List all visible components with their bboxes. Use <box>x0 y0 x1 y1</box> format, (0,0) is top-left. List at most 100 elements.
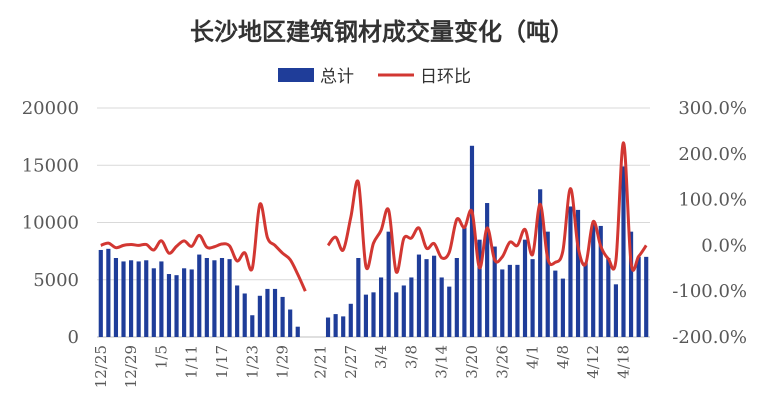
bar <box>288 309 293 337</box>
y-left-tick-label: 10000 <box>22 213 79 234</box>
legend: 总计 日环比 <box>278 67 471 87</box>
bar <box>575 209 581 337</box>
bar <box>325 317 331 337</box>
legend-bar-label: 总计 <box>320 67 354 87</box>
bar <box>378 277 384 337</box>
bar <box>530 259 535 337</box>
y-right-tick-label: -200.0% <box>672 327 747 348</box>
bar <box>151 268 156 337</box>
bar <box>121 261 126 337</box>
x-tick-label: 1/17 <box>213 345 231 379</box>
bar <box>182 268 187 337</box>
bar <box>560 278 565 337</box>
bar <box>545 231 550 337</box>
bar <box>409 277 414 337</box>
bar <box>568 206 573 337</box>
bar <box>98 249 103 337</box>
bar <box>424 259 429 337</box>
bar <box>166 274 172 337</box>
line-series <box>100 141 648 292</box>
bar <box>136 261 141 337</box>
x-tick-label: 12/29 <box>122 345 140 388</box>
bar <box>189 269 194 337</box>
bar <box>371 292 376 337</box>
bar <box>129 260 134 337</box>
y-axis-right: -200.0% -100.0% 0.0% 100.0% 200.0% 300.0% <box>672 98 747 348</box>
bar <box>113 257 119 337</box>
bar <box>242 293 247 337</box>
bar <box>583 262 588 337</box>
y-right-tick-label: 0.0% <box>701 235 747 256</box>
x-tick-label: 1/23 <box>243 345 261 379</box>
bar <box>439 277 444 337</box>
bar <box>219 257 225 337</box>
x-tick-label: 4/1 <box>524 345 542 369</box>
bar <box>644 256 649 337</box>
bar <box>477 239 482 337</box>
x-tick-label: 3/8 <box>402 345 420 369</box>
bar <box>621 166 626 337</box>
bar <box>606 257 611 337</box>
bar <box>447 286 452 337</box>
line-path <box>100 202 307 292</box>
y-left-tick-label: 15000 <box>22 155 79 176</box>
bar <box>356 257 361 337</box>
legend-line-label: 日环比 <box>420 67 471 87</box>
bar <box>485 203 490 337</box>
y-right-tick-label: 200.0% <box>678 144 747 165</box>
x-tick-label: 1/11 <box>183 345 201 379</box>
bar <box>386 231 391 337</box>
bar <box>280 296 285 337</box>
bar <box>272 288 278 337</box>
bar <box>197 254 202 337</box>
bar <box>538 189 543 337</box>
chart-title: 长沙地区建筑钢材成交量变化（吨） <box>190 17 574 46</box>
x-tick-label: 1/5 <box>152 345 170 369</box>
bar <box>257 295 262 337</box>
bar <box>515 264 520 337</box>
bar <box>492 246 497 337</box>
bar <box>416 254 422 337</box>
bar <box>598 225 603 337</box>
x-tick-label: 3/14 <box>433 345 451 379</box>
x-tick-label: 3/26 <box>493 345 511 379</box>
x-tick-label: 4/12 <box>584 345 602 379</box>
bar <box>462 227 467 337</box>
bar <box>432 255 437 337</box>
bar <box>144 260 149 337</box>
x-axis: 12/25 12/29 1/5 1/11 1/17 1/23 1/29 2/21 2/27 3/4… <box>92 345 633 388</box>
bar <box>348 303 353 337</box>
bar <box>500 269 505 337</box>
bar <box>212 260 217 337</box>
line-path <box>326 141 648 274</box>
x-tick-label: 3/20 <box>463 345 481 379</box>
y-right-tick-label: -100.0% <box>672 281 747 302</box>
y-left-tick-label: 0 <box>68 327 79 348</box>
bar <box>235 285 240 337</box>
bar <box>613 284 618 337</box>
bar <box>227 259 232 337</box>
bar <box>204 257 209 337</box>
x-tick-label: 4/18 <box>614 345 632 379</box>
bar <box>265 288 270 337</box>
bar <box>553 270 558 337</box>
bar <box>333 314 338 337</box>
x-tick-label: 3/4 <box>372 345 390 369</box>
bar <box>469 145 475 337</box>
bar <box>454 257 459 337</box>
bar <box>394 292 399 337</box>
y-right-tick-label: 300.0% <box>678 98 747 119</box>
y-left-tick-label: 5000 <box>33 270 79 291</box>
bar <box>401 285 406 337</box>
bar <box>628 231 634 337</box>
legend-bar-swatch <box>278 68 314 82</box>
x-tick-label: 1/29 <box>274 345 292 379</box>
y-right-tick-label: 100.0% <box>678 190 747 211</box>
bar-series <box>98 145 649 337</box>
bar <box>591 223 596 337</box>
bar <box>250 315 255 337</box>
bar <box>522 239 528 337</box>
x-tick-label: 4/8 <box>554 345 572 369</box>
y-left-tick-label: 20000 <box>22 98 79 119</box>
bar <box>507 264 512 337</box>
